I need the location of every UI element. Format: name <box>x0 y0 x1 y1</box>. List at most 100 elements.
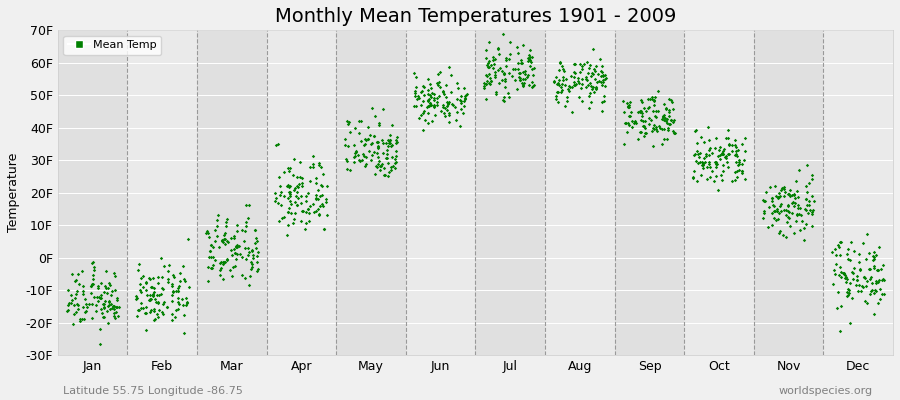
Point <box>433 84 447 91</box>
Point <box>379 139 393 146</box>
Point <box>633 128 647 135</box>
Point <box>104 291 119 298</box>
Point <box>550 99 564 106</box>
Point <box>552 82 566 88</box>
Point <box>491 80 506 86</box>
Point <box>84 283 98 290</box>
Point <box>863 288 878 294</box>
Point <box>554 87 569 93</box>
Point <box>234 272 248 278</box>
Point <box>771 190 786 196</box>
Point <box>688 127 703 133</box>
Point <box>501 70 516 77</box>
Point <box>303 164 318 170</box>
Point <box>639 108 653 114</box>
Point <box>724 142 739 148</box>
Point <box>591 78 606 84</box>
Point <box>771 210 786 216</box>
Point <box>832 272 846 278</box>
Point <box>110 295 124 302</box>
Point <box>210 223 224 229</box>
Point <box>553 77 567 84</box>
Point <box>457 103 472 110</box>
Point <box>631 136 645 142</box>
Point <box>112 304 126 310</box>
Point <box>781 214 796 221</box>
Point <box>634 97 649 103</box>
Point <box>64 292 78 299</box>
Point <box>770 216 784 223</box>
Bar <box>406 30 475 355</box>
Point <box>450 80 464 86</box>
Point <box>412 115 427 121</box>
Point <box>832 244 846 250</box>
Point <box>642 104 656 110</box>
Point <box>482 80 497 87</box>
Point <box>382 169 396 175</box>
Point <box>451 85 465 91</box>
Point <box>107 303 122 309</box>
Point <box>764 210 778 216</box>
Point <box>795 218 809 225</box>
Point <box>765 222 779 228</box>
Point <box>847 265 861 271</box>
Point <box>389 140 403 146</box>
Point <box>510 60 525 66</box>
Point <box>478 47 492 54</box>
Point <box>500 90 515 96</box>
Point <box>517 83 531 90</box>
Point <box>598 76 613 82</box>
Point <box>176 329 191 336</box>
Point <box>595 79 609 85</box>
Point <box>778 185 792 192</box>
Point <box>662 96 676 102</box>
Point <box>362 148 376 154</box>
Point <box>621 113 635 120</box>
Point <box>412 94 427 101</box>
Point <box>689 148 704 155</box>
Point <box>352 157 366 163</box>
Point <box>294 200 309 206</box>
Point <box>385 141 400 148</box>
Point <box>757 198 771 204</box>
Point <box>319 199 333 205</box>
Point <box>662 107 677 114</box>
Point <box>593 72 608 79</box>
Point <box>171 288 185 294</box>
Point <box>67 301 81 308</box>
Point <box>147 289 161 296</box>
Point <box>687 152 701 159</box>
Point <box>584 82 598 89</box>
Point <box>307 208 321 215</box>
Point <box>282 189 296 195</box>
Point <box>728 169 742 175</box>
Point <box>481 60 495 66</box>
Point <box>284 189 298 196</box>
Point <box>778 193 792 199</box>
Point <box>312 162 327 168</box>
Point <box>361 124 375 131</box>
Point <box>295 180 310 186</box>
Point <box>860 231 874 238</box>
Point <box>338 136 352 142</box>
Point <box>67 311 81 317</box>
Point <box>832 242 846 248</box>
Point <box>790 212 805 218</box>
Point <box>643 114 657 121</box>
Point <box>445 101 459 107</box>
Point <box>791 205 806 211</box>
Point <box>72 281 86 288</box>
Point <box>310 208 324 214</box>
Point <box>218 240 232 247</box>
Point <box>217 259 231 266</box>
Point <box>283 198 297 204</box>
Point <box>764 198 778 204</box>
Point <box>242 249 256 255</box>
Point <box>656 112 670 118</box>
Point <box>714 172 728 178</box>
Point <box>654 141 669 147</box>
Point <box>110 304 124 310</box>
Point <box>557 82 572 88</box>
Point <box>219 218 233 225</box>
Point <box>433 69 447 76</box>
